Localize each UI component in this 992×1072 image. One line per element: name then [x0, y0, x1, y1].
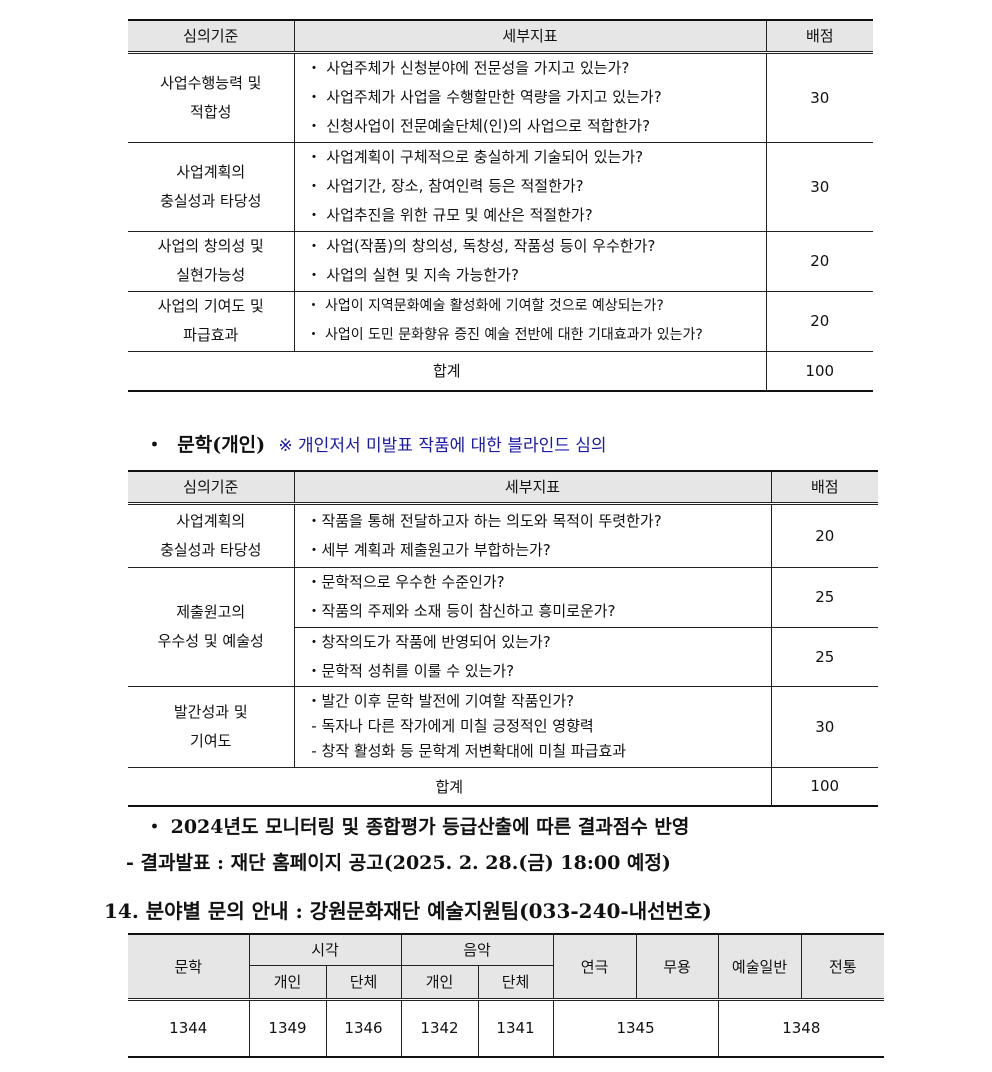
criterion: 제출원고의 [176, 602, 246, 621]
score: 30 [765, 141, 873, 232]
criterion: 충실성과 타당성 [160, 540, 262, 559]
header-dance: 무용 [635, 933, 719, 1001]
table-row: ・창작의도가 작품에 반영되어 있는가? ・문학적 성취를 이룰 수 있는가? 25 [128, 626, 878, 687]
indicator: ・문학적으로 우수한 수준인가? [306, 573, 505, 591]
header-individual: 개인 [400, 964, 479, 1001]
header-visual-arts: 시각 [248, 933, 402, 966]
criterion: 적합성 [190, 102, 232, 121]
criterion: 기여도 [190, 731, 232, 750]
indicator: ・ 사업기간, 장소, 참여인력 등은 적절한가? [306, 177, 584, 195]
header-group: 단체 [325, 964, 402, 1001]
ext-general-traditional: 1348 [717, 998, 885, 1058]
header-indicators: 세부지표 [293, 470, 772, 505]
score: 20 [765, 230, 873, 292]
total-label: 합계 [128, 766, 772, 807]
indicator: ・문학적 성취를 이룰 수 있는가? [306, 661, 515, 680]
criterion: 사업계획의 [176, 511, 246, 530]
indicator: ・ 사업계획이 구체적으로 충실하게 기술되어 있는가? [306, 148, 644, 166]
indicator: ・ 사업의 실현 및 지속 가능한가? [306, 266, 519, 284]
header-individual: 개인 [249, 964, 327, 1001]
indicator: ・ 사업이 지역문화예술 활성화에 기여할 것으로 예상되는가? [306, 298, 664, 314]
header-literature: 문학 [128, 933, 250, 1001]
section-literature-heading: ・ 문학(개인) ※ 개인저서 미발표 작품에 대한 블라인드 심의 [145, 430, 607, 457]
header-theater: 연극 [552, 933, 637, 1001]
contact-extension-table: 문학 시각 음악 연극 무용 예술일반 전통 개인 단체 개인 단체 1344 1349 1346 13… [128, 933, 885, 1058]
ext-music-individual: 1342 [400, 998, 479, 1058]
indicator: ・ 사업주체가 사업을 수행할만한 역량을 가지고 있는가? [306, 88, 662, 106]
header-traditional: 전통 [800, 933, 885, 1001]
indicator: ・ 신청사업이 전문예술단체(인)의 사업으로 적합한가? [306, 117, 651, 135]
ext-music-group: 1341 [477, 998, 554, 1058]
total-score: 100 [770, 766, 878, 807]
indicator: ・창작의도가 작품에 반영되어 있는가? [306, 632, 551, 651]
indicator: - 창작 활성화 등 문학계 저변확대에 미칠 파급효과 [306, 742, 627, 760]
indicator: ・작품의 주제와 소재 등이 참신하고 흥미로운가? [306, 602, 616, 620]
criterion: 사업의 기여도 및 [157, 297, 264, 315]
indicator: ・ 사업추진을 위한 규모 및 예산은 적절한가? [306, 206, 593, 224]
blind-review-note: ※ 개인저서 미발표 작품에 대한 블라인드 심의 [278, 436, 607, 456]
total-label: 합계 [128, 350, 767, 392]
criterion: 발간성과 및 [173, 702, 248, 721]
score: 30 [770, 685, 878, 768]
indicator: ・ 사업(작품)의 창의성, 독창성, 작품성 등이 우수한가? [306, 237, 656, 255]
ext-visual-individual: 1349 [248, 998, 327, 1058]
score: 25 [770, 566, 878, 628]
note-monitoring: ・ 2024년도 모니터링 및 종합평가 등급산출에 따른 결과점수 반영 [145, 816, 690, 838]
criterion: 사업의 창의성 및 [157, 237, 264, 255]
ext-literature: 1344 [128, 998, 250, 1058]
criterion: 사업계획의 [176, 162, 246, 181]
header-general-arts: 예술일반 [717, 933, 802, 1001]
header-criterion: 심의기준 [128, 19, 295, 54]
section-title: 문학(개인) [177, 434, 266, 456]
criterion: 우수성 및 예술성 [157, 631, 264, 650]
ext-theater-dance: 1345 [552, 998, 719, 1058]
criterion: 실현가능성 [176, 266, 246, 284]
header-score: 배점 [770, 470, 878, 505]
indicator: ・세부 계획과 제출원고가 부합하는가? [306, 540, 551, 559]
indicator: ・작품을 통해 전달하고자 하는 의도와 목적이 뚜렷한가? [306, 511, 662, 530]
criterion: 사업수행능력 및 [160, 73, 262, 92]
indicator: ・ 사업주체가 신청분야에 전문성을 가지고 있는가? [306, 59, 630, 77]
score: 30 [765, 51, 873, 143]
criterion: 충실성과 타당성 [160, 191, 262, 210]
table-row: 1344 1349 1346 1342 1341 1345 1348 [128, 998, 885, 1058]
indicator: ・ 사업이 도민 문화향유 증진 예술 전반에 대한 기대효과가 있는가? [306, 327, 703, 343]
bullet: ・ [145, 434, 165, 456]
total-row: 합계 100 [128, 766, 878, 807]
header-group: 단체 [477, 964, 554, 1001]
header-indicators: 세부지표 [293, 19, 767, 54]
note-result-announcement: - 결과발표 : 재단 홈페이지 공고(2025. 2. 28.(금) 18:0… [126, 852, 671, 874]
indicator: - 독자나 다른 작가에게 미칠 긍정적인 영향력 [306, 717, 594, 735]
score: 20 [765, 290, 873, 352]
criterion: 파급효과 [183, 326, 239, 344]
score: 20 [770, 502, 878, 568]
header-score: 배점 [765, 19, 873, 54]
score: 25 [770, 626, 878, 687]
header-music: 음악 [400, 933, 554, 966]
total-row: 합계 100 [128, 350, 873, 392]
total-score: 100 [765, 350, 873, 392]
header-criterion: 심의기준 [128, 470, 295, 505]
ext-visual-group: 1346 [325, 998, 402, 1058]
indicator: ・발간 이후 문학 발전에 기여할 작품인가? [306, 692, 575, 710]
section-14-title: 14. 분야별 문의 안내 : 강원문화재단 예술지원팀(033-240-내선번… [104, 899, 712, 923]
